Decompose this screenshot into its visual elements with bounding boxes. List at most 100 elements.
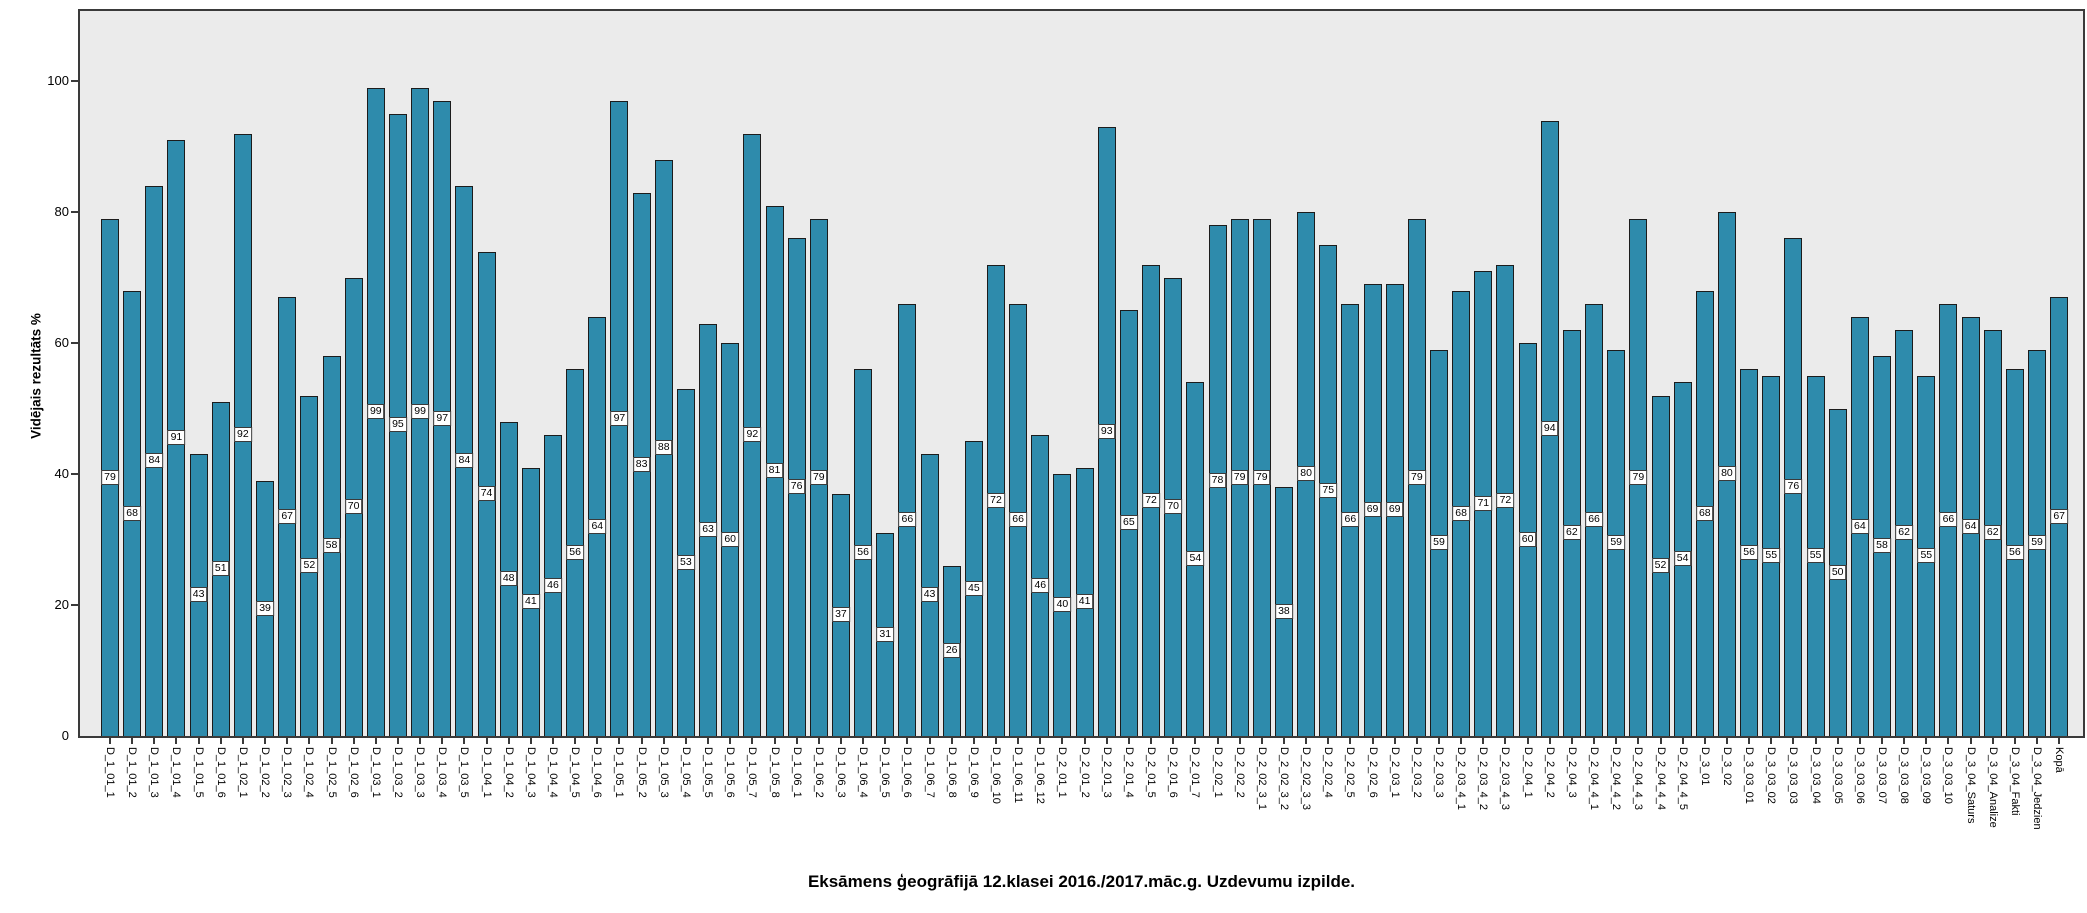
x-tick-label: D_2_04_4_1 [1588, 747, 1600, 811]
x-tick-mark [530, 736, 532, 744]
bar-value-label: 52 [300, 558, 319, 573]
bar-value-label: 62 [1983, 525, 2002, 540]
bar-value-label: 41 [1075, 594, 1094, 609]
x-tick-label: D_1_06_10 [990, 747, 1002, 804]
x-tick-label: D_2_02_3_3 [1300, 747, 1312, 811]
x-tick-mark [1992, 736, 1994, 744]
x-tick-mark [1726, 736, 1728, 744]
bar-value-label: 74 [477, 486, 496, 501]
x-tick-mark [286, 736, 288, 744]
bar-value-label: 59 [1430, 535, 1448, 550]
x-tick-mark [397, 736, 399, 744]
x-tick-mark [685, 736, 687, 744]
bar-value-label: 65 [1120, 515, 1138, 530]
bar-value-label: 64 [1851, 519, 1869, 534]
x-tick-label: D_2_01_3 [1101, 747, 1113, 798]
x-tick-label: D_3_03_01 [1743, 747, 1755, 804]
x-tick-mark [175, 736, 177, 744]
x-tick-label: D_3_03_04 [1810, 747, 1822, 804]
bar-value-label: 94 [1540, 421, 1559, 436]
bar-value-label: 67 [278, 509, 297, 524]
bar-value-label: 91 [167, 430, 186, 445]
x-tick-label: D_2_01_7 [1189, 747, 1201, 798]
x-tick-label: D_1_05_7 [746, 747, 758, 798]
bar-value-label: 64 [1961, 519, 1980, 534]
bar-value-label: 56 [566, 545, 584, 560]
x-tick-mark [818, 736, 820, 744]
x-tick-label: D_2_03_4_3 [1499, 747, 1511, 811]
x-tick-label: D_3_03_05 [1832, 747, 1844, 804]
x-tick-mark [1438, 736, 1440, 744]
bar-value-label: 53 [677, 555, 695, 570]
x-tick-mark [1859, 736, 1861, 744]
bar-value-label: 97 [610, 411, 629, 426]
x-tick-mark [419, 736, 421, 744]
x-tick-label: D_2_02_1 [1212, 747, 1224, 798]
bar-value-label: 48 [499, 571, 518, 586]
x-tick-mark [463, 736, 465, 744]
x-tick-mark [929, 736, 931, 744]
x-tick-label: D_1_05_5 [702, 747, 714, 798]
x-tick-mark [1549, 736, 1551, 744]
bar-value-label: 62 [1895, 525, 1913, 540]
x-tick-label: D_2_02_2 [1234, 747, 1246, 798]
x-tick-mark [840, 736, 842, 744]
x-tick-mark [2014, 736, 2016, 744]
x-tick-mark [751, 736, 753, 744]
x-tick-label: D_3_03_02 [1765, 747, 1777, 804]
x-tick-label: Kopā [2053, 747, 2065, 773]
x-tick-label: D_1_06_5 [879, 747, 891, 798]
x-tick-mark [729, 736, 731, 744]
x-tick-label: D_1_06_12 [1034, 747, 1046, 804]
bar-value-label: 67 [2050, 509, 2069, 524]
bar-value-label: 72 [1496, 493, 1515, 508]
bar-value-label: 66 [1939, 512, 1958, 527]
x-tick-label: D_1_01_4 [170, 747, 182, 798]
bar-value-label: 99 [411, 404, 429, 419]
x-tick-label: D_1_03_1 [370, 747, 382, 798]
x-tick-label: D_2_01_6 [1167, 747, 1179, 798]
x-tick-mark [1283, 736, 1285, 744]
bar-value-label: 45 [965, 581, 983, 596]
bar-value-label: 43 [189, 587, 208, 602]
x-tick-mark [2058, 736, 2060, 744]
bar-value-label: 79 [1408, 470, 1426, 485]
x-tick-mark [1903, 736, 1905, 744]
x-tick-mark [1615, 736, 1617, 744]
y-tick-label: 80 [54, 204, 69, 219]
bar-value-label: 69 [1385, 502, 1404, 517]
x-tick-mark [707, 736, 709, 744]
x-tick-mark [1682, 736, 1684, 744]
x-tick-mark [198, 736, 200, 744]
bar-value-label: 37 [832, 607, 850, 622]
x-tick-label: D_1_04_2 [503, 747, 515, 798]
x-tick-mark [796, 736, 798, 744]
x-tick-mark [1217, 736, 1219, 744]
bar-value-label: 66 [1009, 512, 1027, 527]
x-tick-label: D_3_04_Analize [1987, 747, 1999, 828]
x-tick-mark [1039, 736, 1041, 744]
bar-value-label: 99 [366, 404, 385, 419]
bar-value-label: 39 [256, 601, 274, 616]
x-tick-label: D_3_03_03 [1787, 747, 1799, 804]
bar-value-label: 63 [699, 522, 717, 537]
x-tick-label: D_1_06_6 [901, 747, 913, 798]
x-tick-label: D_2_03_2 [1411, 747, 1423, 798]
x-tick-label: D_3_04_Jedzien [2031, 747, 2043, 830]
bar-value-label: 68 [123, 506, 141, 521]
x-tick-label: D_1_03_5 [458, 747, 470, 798]
x-tick-label: D_1_01_5 [193, 747, 205, 798]
y-tick-mark [71, 473, 78, 475]
x-tick-label: D_1_05_4 [680, 747, 692, 798]
x-tick-mark [1194, 736, 1196, 744]
x-tick-mark [1881, 736, 1883, 744]
x-tick-mark [663, 736, 665, 744]
x-tick-mark [1837, 736, 1839, 744]
x-tick-mark [774, 736, 776, 744]
bar-value-label: 84 [145, 453, 164, 468]
x-tick-label: D_3_02 [1721, 747, 1733, 786]
x-tick-mark [1239, 736, 1241, 744]
x-tick-mark [1482, 736, 1484, 744]
x-tick-label: D_3_03_07 [1876, 747, 1888, 804]
x-tick-mark [1128, 736, 1130, 744]
